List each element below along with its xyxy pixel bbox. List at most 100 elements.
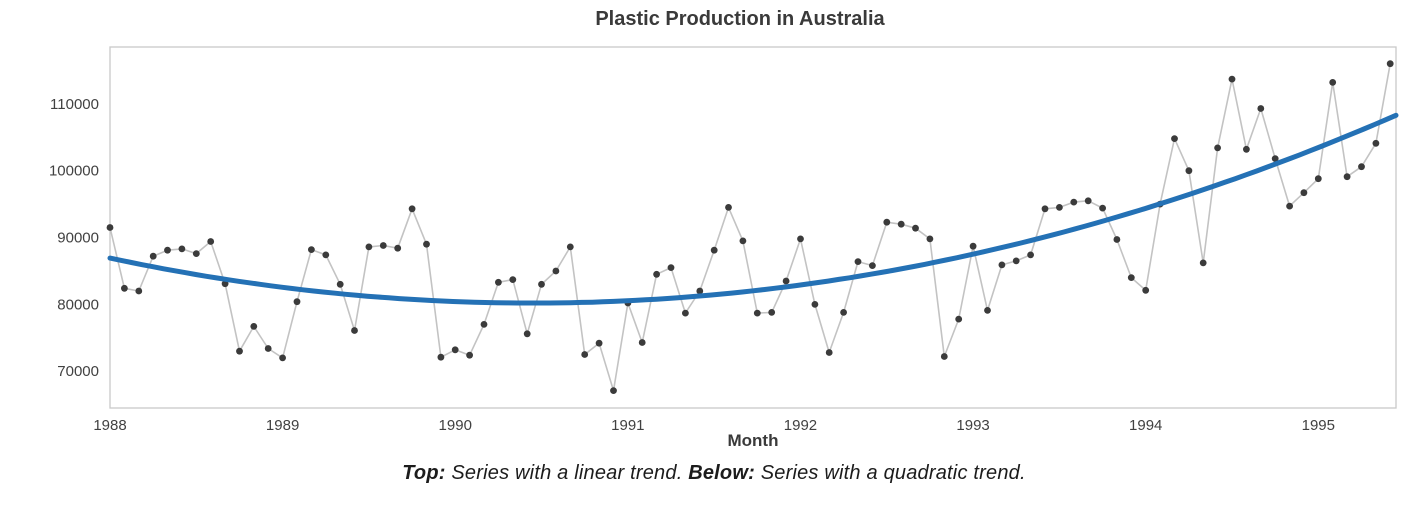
- data-point: [466, 351, 473, 359]
- data-point: [797, 235, 804, 243]
- y-tick-label: 70000: [57, 363, 99, 380]
- data-point: [1084, 197, 1092, 205]
- data-point: [1070, 198, 1078, 206]
- data-point: [279, 354, 286, 362]
- data-point: [451, 346, 459, 354]
- data-point: [250, 323, 258, 330]
- data-point: [753, 309, 761, 317]
- x-tick-label: 1993: [956, 417, 989, 434]
- data-point: [1127, 274, 1135, 281]
- caption-below-text: Series with a quadratic trend.: [754, 462, 1026, 484]
- data-point: [1243, 145, 1250, 153]
- data-point: [135, 287, 143, 295]
- data-point: [1185, 167, 1193, 175]
- data-point: [264, 345, 272, 352]
- data-point: [883, 218, 891, 226]
- data-point: [667, 264, 675, 271]
- y-tick-label: 80000: [57, 296, 99, 313]
- data-point: [1099, 204, 1106, 212]
- data-point: [969, 242, 977, 250]
- data-point: [897, 220, 905, 228]
- data-point: [682, 309, 689, 317]
- data-point: [308, 246, 315, 254]
- data-point: [1271, 155, 1279, 163]
- figure-caption: Top: Series with a linear trend. Below: …: [0, 462, 1428, 485]
- chart-title: Plastic Production in Australia: [595, 8, 885, 30]
- x-tick-label: 1989: [266, 417, 299, 434]
- x-tick-label: 1990: [439, 417, 472, 434]
- data-point: [725, 204, 732, 211]
- data-point: [423, 240, 430, 248]
- data-point: [768, 309, 776, 316]
- data-point: [437, 353, 445, 361]
- data-point: [811, 301, 819, 308]
- data-point: [1199, 259, 1207, 267]
- data-point: [854, 258, 862, 265]
- x-tick-label: 1992: [784, 417, 817, 434]
- x-tick-label: 1995: [1302, 417, 1335, 434]
- data-point: [1171, 135, 1178, 143]
- data-point: [1228, 75, 1236, 83]
- data-point: [998, 261, 1006, 269]
- data-point: [351, 327, 358, 334]
- y-tick-label: 90000: [57, 230, 99, 247]
- data-point: [523, 330, 531, 338]
- data-point: [394, 244, 402, 252]
- data-point: [207, 238, 215, 245]
- data-point: [653, 270, 660, 278]
- plot-area: 70000 80000 90000 100000 110000 1988 1989 1990 1…: [49, 46, 1399, 434]
- axes-frame: [109, 46, 1397, 409]
- data-point: [495, 278, 502, 286]
- y-tick-label: 100000: [49, 163, 99, 180]
- data-point: [121, 284, 128, 292]
- data-point: [336, 280, 344, 288]
- data-point: [1372, 139, 1380, 147]
- data-point: [509, 276, 517, 283]
- data-point: [106, 224, 114, 231]
- data-point: [1329, 79, 1337, 86]
- data-point: [912, 224, 919, 232]
- data-point: [1027, 251, 1034, 259]
- data-point: [696, 287, 704, 295]
- data-point: [739, 237, 747, 245]
- data-point: [926, 235, 934, 243]
- data-point: [984, 307, 991, 314]
- data-point: [1012, 257, 1020, 265]
- data-point: [581, 351, 589, 358]
- x-axis-label: Month: [728, 431, 779, 450]
- data-point: [178, 245, 186, 253]
- data-point: [782, 277, 790, 285]
- data-point: [1300, 189, 1308, 197]
- data-point: [638, 339, 646, 346]
- data-point: [869, 262, 876, 269]
- data-point: [149, 252, 157, 260]
- data-point: [566, 243, 574, 251]
- data-point: [1343, 173, 1351, 181]
- data-point: [322, 251, 330, 259]
- data-point: [1214, 144, 1221, 152]
- x-tick-label: 1988: [93, 417, 126, 434]
- data-point: [595, 339, 603, 347]
- data-point: [164, 246, 171, 254]
- data-point: [1257, 105, 1265, 112]
- data-point: [236, 347, 243, 355]
- x-tick-label: 1994: [1129, 417, 1162, 434]
- time-series-chart: Plastic Production in Australia 70000 800…: [49, 8, 1399, 450]
- data-point: [480, 321, 488, 328]
- data-point: [1386, 60, 1394, 68]
- data-point: [1286, 202, 1293, 210]
- data-point: [610, 387, 617, 394]
- data-point: [940, 353, 948, 360]
- data-point: [379, 242, 387, 249]
- data-point: [1041, 205, 1049, 213]
- data-point: [1142, 286, 1150, 294]
- data-point: [710, 246, 718, 254]
- data-point: [192, 250, 200, 257]
- data-point: [1358, 163, 1365, 171]
- series-line: [109, 63, 1391, 392]
- data-point: [365, 243, 373, 251]
- data-point: [538, 280, 545, 288]
- caption-top-text: Series with a linear trend.: [445, 462, 689, 484]
- caption-top-label: Top:: [402, 462, 446, 484]
